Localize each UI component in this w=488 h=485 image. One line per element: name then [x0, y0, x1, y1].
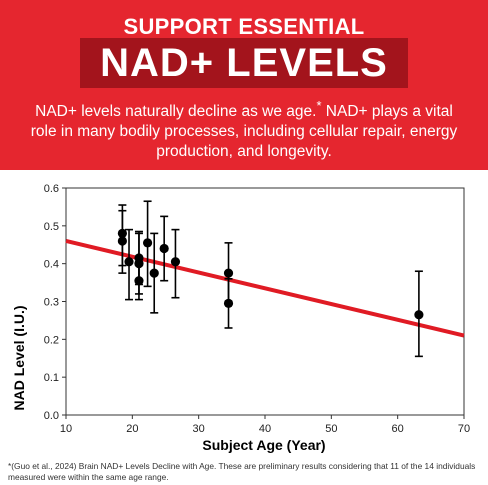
x-tick-label: 70 [458, 423, 470, 435]
x-tick-label: 50 [325, 423, 337, 435]
data-point [149, 268, 159, 278]
x-tick-label: 20 [126, 423, 138, 435]
y-tick-label: 0.3 [44, 297, 59, 309]
footnote-marker: * [316, 98, 322, 113]
y-tick-label: 0.6 [44, 183, 59, 195]
x-tick-label: 60 [392, 423, 404, 435]
data-point [142, 238, 153, 248]
x-axis-ticks: 10 20 30 40 50 60 70 [60, 415, 470, 435]
intro-text: NAD+ levels naturally decline as we age.… [28, 96, 460, 162]
x-tick-label: 10 [60, 423, 72, 435]
intro-part-b: NAD+ plays a vital role in many bodily p… [30, 103, 458, 161]
footnote: *(Guo et al., 2024) Brain NAD+ Levels De… [8, 461, 476, 482]
x-tick-label: 40 [259, 423, 271, 435]
y-tick-label: 0.1 [44, 372, 59, 384]
kicker-text: SUPPORT ESSENTIAL [123, 14, 365, 39]
plot-frame [65, 187, 465, 416]
scatter-chart: 0.0 0.1 0.2 0.3 0.4 0.5 0.6 10 20 30 40 50 60 70 Sub… [11, 183, 470, 453]
data-point [170, 257, 181, 267]
header-banner: SUPPORT ESSENTIAL NAD+ LEVELS NAD+ level… [0, 0, 488, 170]
y-tick-label: 0.4 [44, 259, 59, 271]
data-point [223, 298, 234, 308]
data-point [117, 236, 127, 246]
y-tick-label: 0.0 [44, 410, 59, 422]
data-point [134, 259, 144, 269]
data-point [414, 310, 424, 320]
headline-box: NAD+ LEVELS [80, 38, 408, 88]
data-point [223, 268, 234, 278]
x-axis-label: Subject Age (Year) [202, 437, 325, 453]
intro-part-a: NAD+ levels naturally decline as we age. [35, 103, 317, 121]
data-points [117, 228, 424, 320]
data-point [117, 228, 127, 238]
y-axis-label: NAD Level (I.U.) [11, 305, 27, 410]
data-point [124, 257, 134, 267]
y-axis-ticks: 0.0 0.1 0.2 0.3 0.4 0.5 0.6 [44, 183, 66, 422]
y-tick-label: 0.2 [44, 334, 59, 346]
y-tick-label: 0.5 [44, 221, 59, 233]
headline: NAD+ LEVELS [100, 41, 388, 85]
data-point [159, 243, 169, 254]
data-point [134, 276, 144, 286]
trend-line [65, 239, 465, 338]
x-tick-label: 30 [193, 423, 205, 435]
